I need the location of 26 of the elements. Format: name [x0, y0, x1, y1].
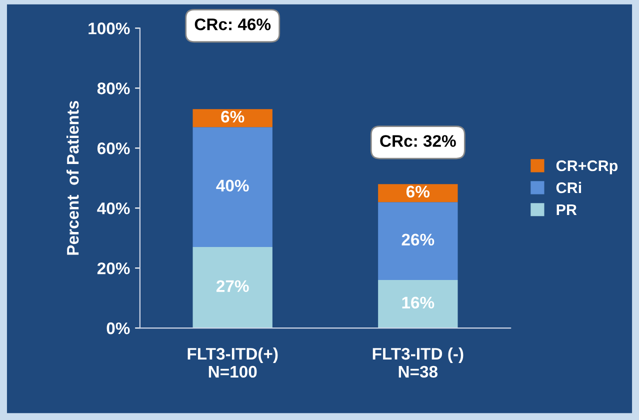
data-label: 6% [406, 186, 430, 198]
data-label: 16% [402, 296, 434, 309]
legend-label: CRi [556, 182, 582, 194]
data-label: 27% [216, 280, 249, 292]
x-tick-label: FLT3-ITD(+) N=100 [188, 347, 278, 378]
y-tick-label: 20% [97, 262, 130, 274]
data-label: 6% [221, 110, 244, 123]
bar [378, 202, 458, 280]
data-label: 40% [216, 180, 249, 192]
data-label: 26% [402, 234, 434, 246]
y-tick-label: 40% [97, 202, 130, 214]
bar [192, 247, 272, 328]
bar [192, 109, 272, 128]
y-tick-label: 100% [88, 22, 130, 34]
legend-label: PR [556, 204, 577, 215]
bar [192, 127, 272, 248]
y-tick-label: 80% [97, 82, 130, 94]
y-axis-title: Percent of Patients [66, 100, 79, 255]
annotation: CRc: 32% [380, 135, 456, 147]
bar [378, 280, 458, 328]
y-tick-label: 0% [106, 322, 130, 334]
bar [378, 184, 458, 202]
x-tick-label: FLT3-ITD (-) N=38 [372, 347, 464, 378]
annotation: CRc: 46% [194, 18, 271, 30]
y-tick-label: 60% [97, 142, 130, 154]
legend-label: CR+CRp [556, 160, 618, 174]
